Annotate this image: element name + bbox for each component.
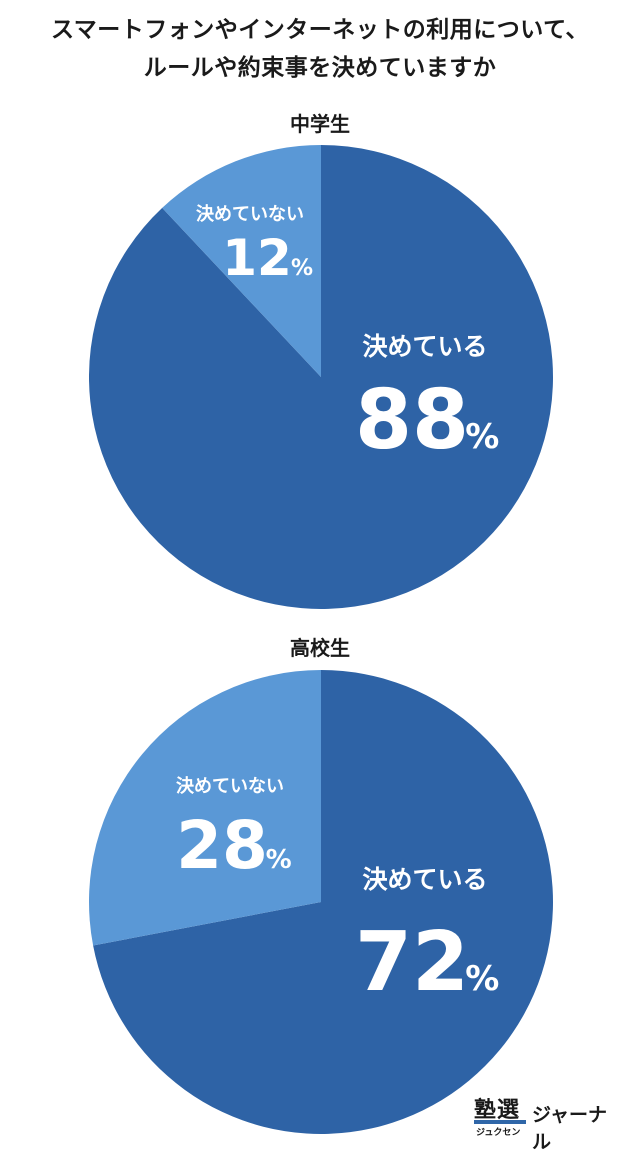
- pie-chart-high-school: 決めている 72% 決めていない 28%: [89, 670, 553, 1134]
- logo-kana: ジュクセン: [476, 1128, 521, 1138]
- slice-label-high-school-not-decided: 決めていない: [176, 775, 284, 797]
- slice-value-high-school-decided: 72: [355, 915, 469, 1010]
- logo-underline: [474, 1120, 526, 1124]
- slice-unit-high-school-decided: %: [465, 959, 499, 999]
- pie-title-high-school: 高校生: [290, 636, 350, 660]
- logo-word: ジャーナル: [532, 1104, 608, 1153]
- slice-label-junior-high-decided: 決めている: [362, 332, 487, 361]
- slice-unit-high-school-not-decided: %: [266, 845, 292, 875]
- slice-unit-junior-high-not-decided: %: [291, 256, 313, 281]
- slice-label-high-school-decided: 決めている: [362, 865, 487, 894]
- pie-slice-high-school-not-decided: [89, 670, 321, 946]
- slice-value-junior-high-decided: 88: [355, 373, 469, 468]
- pie-slice-high-school-decided: [93, 670, 553, 1134]
- brand-logo: 塾選 ジュクセン ジャーナル: [474, 1092, 614, 1153]
- pie-chart-junior-high: 決めている 88% 決めていない 12%: [88, 145, 554, 609]
- pie-title-junior-high: 中学生: [290, 112, 350, 136]
- slice-value-junior-high-not-decided: 12: [222, 229, 292, 287]
- chart-title-line2: ルールや約束事を決めていますか: [143, 55, 497, 81]
- slice-label-junior-high-not-decided: 決めていない: [196, 203, 304, 225]
- logo-kanji: 塾選: [474, 1098, 521, 1123]
- chart-title-line1: スマートフォンやインターネットの利用について、: [51, 17, 589, 43]
- slice-value-high-school-not-decided: 28: [176, 807, 268, 884]
- slice-unit-junior-high-decided: %: [465, 417, 499, 457]
- pie-slice-junior-high-not-decided: [162, 145, 321, 377]
